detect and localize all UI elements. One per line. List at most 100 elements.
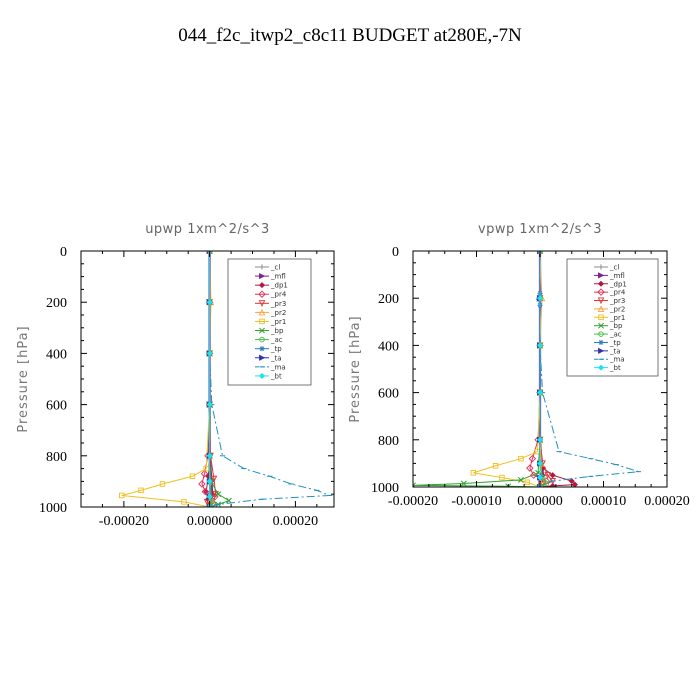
data-point — [549, 482, 556, 487]
legend-marker — [259, 318, 265, 325]
legend-marker — [597, 297, 605, 305]
y-tick-label: 200 — [46, 296, 67, 311]
data-point — [536, 460, 544, 467]
y-axis: 0 200 400 600 800 1000 — [39, 245, 334, 516]
legend-marker — [259, 327, 265, 334]
legend-label: _pr3 — [609, 297, 625, 305]
panel-subtitle: upwp 1xm^2/s^3 — [145, 222, 270, 237]
legend-label: _bt — [609, 364, 621, 372]
data-point — [571, 481, 578, 487]
x-tick-label: 0.00000 — [517, 494, 563, 509]
series-bp — [413, 251, 543, 487]
data-point — [118, 492, 125, 499]
x-tick-label: 0.00010 — [581, 494, 627, 509]
data-point — [526, 464, 534, 472]
legend: _cl_mfl_dp1_pr4_pr3_pr2_pr1_bp_ac_tp_ta_… — [227, 258, 312, 386]
legend-label: _mfl — [609, 272, 625, 280]
x-tick-label: -0.00020 — [99, 514, 149, 529]
legend-label: _ta — [609, 347, 621, 355]
data-point — [181, 499, 187, 505]
y-tick-label: 0 — [392, 245, 399, 260]
legend-item: _ma — [255, 363, 286, 371]
x-axis: -0.00020 -0.00010 0.00000 0.00010 0.00020 — [388, 251, 690, 509]
legend-item: _pr3 — [255, 300, 286, 308]
legend-label: _bp — [609, 322, 623, 330]
data-point — [524, 479, 531, 486]
legend-item: _dp1 — [594, 280, 627, 288]
data-point — [200, 469, 209, 478]
legend-label: _tp — [270, 345, 282, 353]
legend-marker — [258, 300, 266, 307]
y-tick-label: 1000 — [39, 501, 67, 516]
legend-label: _dp1 — [609, 280, 627, 288]
legend-item: _ta — [594, 347, 621, 355]
data-point — [536, 474, 544, 481]
legend-marker — [597, 305, 605, 312]
series-bt — [206, 251, 213, 507]
legend-item: _cl — [594, 264, 619, 272]
legend-marker — [259, 272, 266, 280]
data-point — [225, 497, 232, 504]
legend-label: _ta — [270, 354, 282, 362]
legend-marker — [258, 290, 266, 298]
legend-label: _pr4 — [270, 291, 287, 299]
legend-marker — [598, 339, 604, 346]
legend-label: _tp — [609, 339, 621, 347]
x-tick-label: 0.00000 — [187, 514, 233, 529]
legend-item: _tp — [255, 345, 282, 353]
x-tick-label: -0.00020 — [388, 494, 438, 509]
legend-item: _pr1 — [594, 314, 625, 322]
legend-marker — [258, 308, 266, 316]
legend-item: _pr4 — [255, 290, 287, 299]
legend-marker — [598, 314, 604, 321]
legend-label: _pr1 — [609, 314, 625, 322]
series-group — [413, 251, 642, 487]
data-point — [159, 481, 166, 487]
legend-item: _ac — [594, 331, 622, 339]
legend-item: _pr3 — [594, 297, 625, 305]
data-point — [210, 475, 218, 483]
y-tick-label: 200 — [378, 292, 399, 307]
data-point — [206, 478, 213, 485]
data-point — [206, 350, 213, 357]
legend-item: _bt — [594, 364, 621, 372]
legend-item: _ta — [255, 354, 282, 362]
data-point — [528, 454, 537, 463]
series-pr1 — [470, 251, 543, 487]
y-tick-label: 1000 — [371, 481, 399, 496]
legend-marker — [598, 264, 604, 270]
data-point — [536, 389, 544, 396]
legend-marker — [258, 282, 266, 289]
legend-label: _mfl — [270, 273, 286, 281]
panel-upwp: upwp 1xm^2/s^3 Pressure [hPa] -0.00020 0.00… — [16, 222, 335, 529]
series-line — [413, 251, 541, 487]
legend-label: _cl — [270, 264, 280, 272]
data-point — [206, 299, 213, 306]
legend-item: _bp — [255, 327, 284, 335]
data-point — [544, 472, 551, 479]
legend-item: _cl — [255, 264, 280, 272]
y-tick-label: 600 — [378, 387, 399, 402]
data-point — [198, 480, 206, 488]
data-point — [460, 480, 467, 487]
legend-label: _ac — [609, 331, 622, 339]
panel-subtitle: vpwp 1xm^2/s^3 — [478, 222, 602, 237]
legend-item: _pr2 — [594, 305, 625, 313]
legend-item: _bt — [255, 372, 282, 380]
legend-item: _dp1 — [255, 282, 288, 290]
data-point — [201, 487, 210, 496]
data-point — [518, 455, 524, 462]
legend-marker — [598, 347, 605, 354]
legend-item: _pr1 — [255, 318, 286, 326]
y-axis-label: Pressure [hPa] — [348, 315, 363, 422]
data-point — [215, 491, 222, 498]
data-point — [206, 452, 213, 459]
y-axis-label: Pressure [hPa] — [16, 325, 31, 432]
legend-item: _mfl — [255, 273, 286, 281]
legend-marker — [258, 372, 266, 379]
legend-marker — [597, 288, 605, 296]
legend-label: _pr3 — [270, 300, 286, 308]
legend-item: _pr4 — [594, 288, 626, 297]
series-bt — [536, 251, 544, 487]
legend-marker — [259, 354, 266, 361]
